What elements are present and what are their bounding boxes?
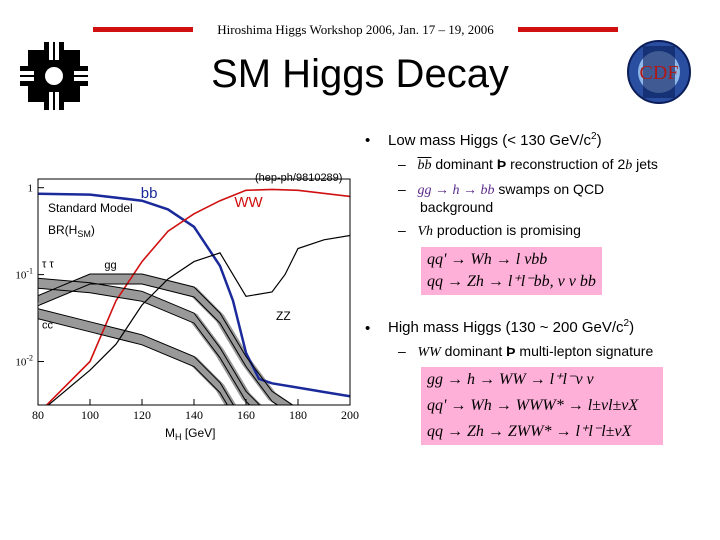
slide-title: SM Higgs Decay <box>211 52 509 96</box>
curve-labels: bb WW ZZ gg τ τ cc <box>42 185 291 331</box>
channel-zh-llbb: qq → Zh → l⁺l⁻bb, ν ν bb <box>427 273 596 290</box>
band-edge-upper-cc <box>38 308 234 405</box>
band-cc <box>38 308 237 405</box>
workshop-header: Hiroshima Higgs Workshop 2006, Jan. 17 –… <box>217 22 494 37</box>
x-axis-ticks: 80 100 120 140 160 180 200 <box>32 399 359 422</box>
curve-label: τ τ <box>42 259 54 271</box>
y-axis-label-line1: Standard Model <box>48 201 133 215</box>
curve-ZZ <box>47 234 350 405</box>
bullet-low-mass: Low mass Higgs (< 130 GeV/c2) <box>388 131 602 149</box>
bullet-marker-low: • <box>365 132 371 149</box>
channel-zh-zww: qq → Zh → ZWW* → l⁺l⁻l±νX <box>427 423 632 440</box>
bullet-high-mass: High mass Higgs (130 ~ 200 GeV/c2) <box>388 318 635 336</box>
curve-label: bb <box>141 185 158 202</box>
x-tick-label: 140 <box>185 408 203 422</box>
y-tick-label: 1 <box>28 183 34 195</box>
uncertainty-bands <box>38 274 294 405</box>
sub-gg-swamps: – gg → h → bb swamps on QCD <box>398 181 605 198</box>
curve-bb <box>38 192 350 398</box>
sub-ww-dominant: – WW dominant Þ multi-lepton signature <box>398 343 654 360</box>
band-edge-upper-gg <box>38 273 294 405</box>
channel-wh-lnubb: qq' → Wh → l νbb <box>427 251 548 268</box>
br-curves <box>38 188 350 405</box>
y-axis-label-line2: BR(HSM) <box>48 223 95 239</box>
channel-wh-www: qq' → Wh → WWW* → l±νl±νX <box>427 397 639 414</box>
band-gg <box>38 274 294 405</box>
high-mass-channels-box: gg → h → WW → l⁺l⁻ν ν qq' → Wh → WWW* → … <box>421 367 663 445</box>
sub-bb-dominant: – bb dominant Þ reconstruction of 2b jet… <box>398 156 658 173</box>
band-gamma <box>38 278 262 405</box>
x-tick-label: 180 <box>289 408 307 422</box>
x-axis-label: MH [GeV] <box>165 426 216 442</box>
curve-label: gg <box>104 260 116 272</box>
x-tick-label: 160 <box>237 408 255 422</box>
channel-gg-ww: gg → h → WW → l⁺l⁻ν ν <box>427 371 594 388</box>
sub-gg-swamps-line2: background <box>420 199 494 215</box>
curve-label: WW <box>234 194 263 211</box>
curve-WW <box>45 188 350 405</box>
x-tick-label: 80 <box>32 408 44 422</box>
fermilab-logo-icon <box>14 40 94 112</box>
higgs-br-chart: 80 100 120 140 160 180 200 110-110-2 bbWWZZggτ… <box>0 160 360 450</box>
header-rule-left <box>93 27 193 32</box>
curve-label: ZZ <box>276 309 291 323</box>
x-tick-label: 100 <box>81 408 99 422</box>
source-note: (hep-ph/9810289) <box>255 172 342 184</box>
bullet-marker-high: • <box>365 320 371 337</box>
x-tick-label: 120 <box>133 408 151 422</box>
band-edge-lower-cc <box>38 318 228 405</box>
cdf-logo-icon: CDF <box>627 40 691 104</box>
cdf-label: CDF <box>640 62 679 84</box>
curve-label: cc <box>42 320 54 332</box>
low-mass-channels-box: qq' → Wh → l νbb qq → Zh → l⁺l⁻bb, ν ν b… <box>421 247 602 295</box>
sub-vh-production: – Vh production is promising <box>398 222 581 239</box>
band-edge-upper-gamma <box>38 277 261 405</box>
header-rule-right <box>518 27 618 32</box>
x-tick-label: 200 <box>341 408 359 422</box>
